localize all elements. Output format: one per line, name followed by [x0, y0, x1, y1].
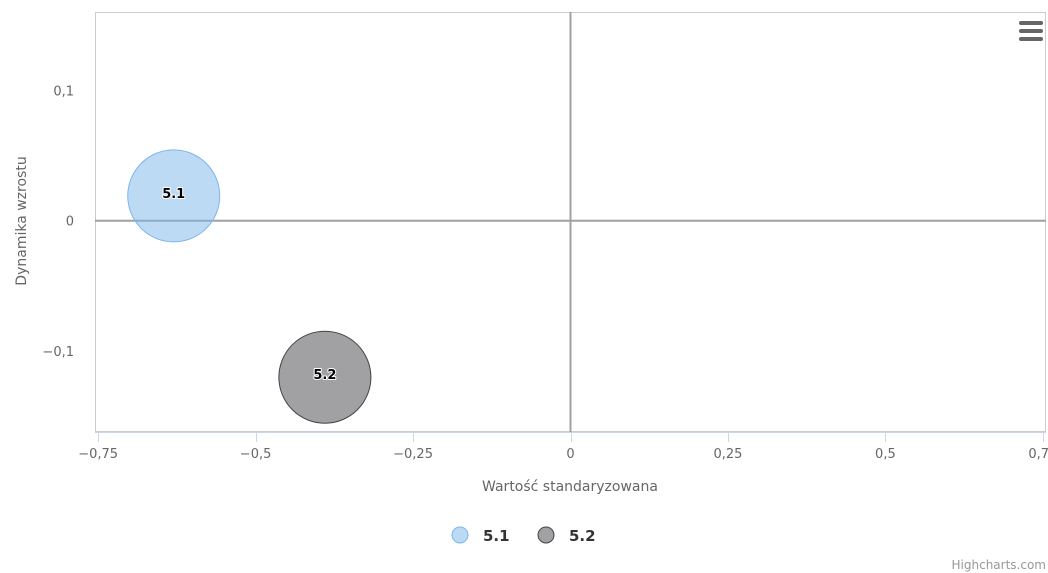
series-group: 5.1 5.2: [127, 149, 372, 424]
bubble[interactable]: [278, 330, 372, 424]
y-axis-title: Dynamika wzrostu: [14, 156, 30, 285]
bubble[interactable]: [127, 149, 221, 243]
legend-label: 5.1: [483, 527, 510, 545]
legend-label: 5.2: [569, 527, 596, 545]
x-tick-label: 0: [566, 447, 574, 462]
bubble-data-label: 5.1: [162, 187, 185, 202]
x-axis-title: Wartość standaryzowana: [482, 479, 658, 495]
x-tick-label: −0,75: [78, 447, 118, 462]
legend-item[interactable]: 5.2: [537, 526, 596, 545]
y-tick-label: 0,1: [53, 84, 74, 99]
plot-area: [95, 12, 1046, 432]
legend-marker-icon: [537, 526, 555, 544]
legend-item[interactable]: 5.1: [451, 526, 510, 545]
menu-bar-middle: [1019, 29, 1043, 33]
x-tick-label: 0,25: [713, 447, 742, 462]
hamburger-menu-icon[interactable]: [1016, 16, 1046, 46]
x-tick-label: 0,75: [1028, 447, 1048, 462]
x-tick-label: −0,25: [393, 447, 433, 462]
x-tick-label: −0,5: [240, 447, 272, 462]
legend: 5.1 5.2: [451, 526, 596, 545]
series-5-2: 5.2: [278, 330, 372, 424]
y-tick-label: −0,1: [42, 345, 74, 360]
menu-bar-top: [1019, 21, 1043, 25]
legend-marker-icon: [451, 526, 469, 544]
y-tick-label: 0: [66, 215, 74, 230]
axes: −0,75 −0,5 −0,25 0 0,25 0,5 0,75 −0,1 0 0,1: [42, 84, 1048, 462]
x-tick-label: 0,5: [875, 447, 896, 462]
menu-bar-bottom: [1019, 37, 1043, 41]
credits-link[interactable]: Highcharts.com: [952, 558, 1046, 572]
series-5-1: 5.1: [127, 149, 221, 243]
bubble-data-label: 5.2: [313, 368, 336, 383]
